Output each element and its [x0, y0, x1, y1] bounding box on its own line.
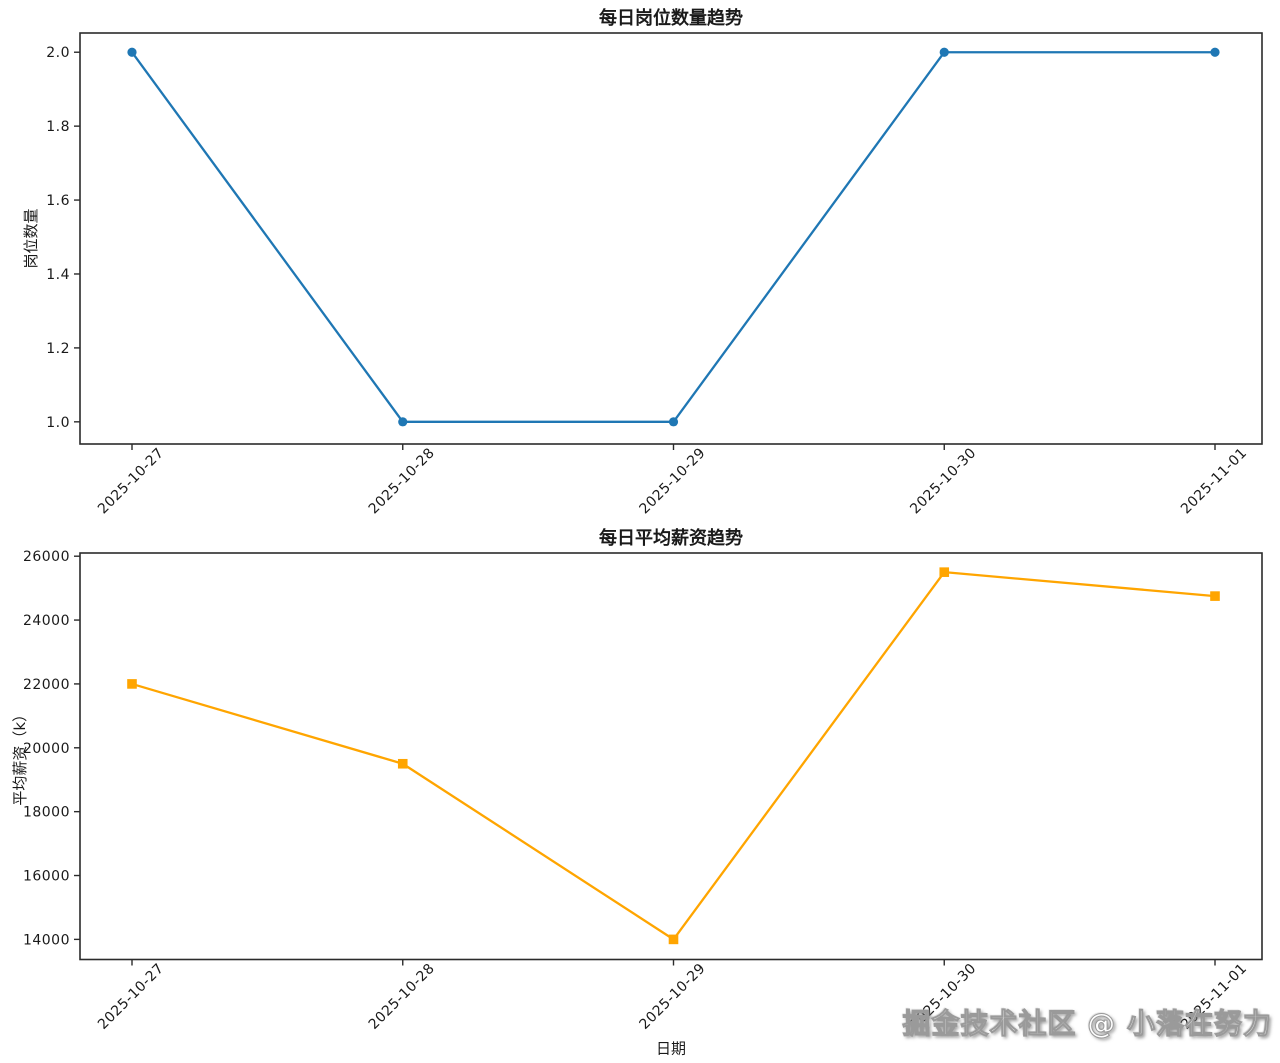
- y-tick-label: 18000: [23, 805, 70, 821]
- y-tick-label: 14000: [23, 932, 70, 948]
- y-tick-label: 16000: [23, 869, 70, 885]
- y-tick-label: 1.8: [46, 119, 70, 135]
- x-tick-label: 2025-11-01: [1178, 445, 1250, 517]
- y-tick-label: 1.0: [46, 415, 70, 431]
- y-tick-label: 22000: [23, 677, 70, 693]
- y-tick-label: 1.4: [46, 267, 70, 283]
- x-tick-label: 2025-10-29: [636, 960, 708, 1032]
- y-tick-label: 24000: [23, 613, 70, 629]
- y-axis-label: 平均薪资（k）: [11, 707, 29, 806]
- data-point-marker: [127, 679, 137, 689]
- data-point-marker: [939, 567, 950, 577]
- data-point-marker: [127, 47, 137, 57]
- data-point-marker: [668, 934, 679, 945]
- y-tick-label: 2.0: [46, 45, 70, 61]
- y-tick-label: 1.2: [46, 341, 70, 357]
- data-point-marker: [1210, 591, 1220, 601]
- y-tick-label: 26000: [23, 549, 70, 565]
- chart-title: 每日岗位数量趋势: [599, 7, 743, 29]
- x-tick-label: 2025-10-27: [95, 445, 167, 517]
- data-point-marker: [1210, 47, 1220, 57]
- plot-area: [79, 32, 1263, 445]
- data-point-marker: [397, 758, 408, 769]
- y-axis-label: 岗位数量: [22, 208, 40, 268]
- x-tick-label: 2025-10-27: [95, 960, 167, 1032]
- plot-area: [79, 552, 1263, 961]
- data-point-marker: [398, 417, 408, 427]
- y-tick-label: 20000: [23, 741, 70, 757]
- data-point-marker: [668, 417, 679, 427]
- watermark: 掘金技术社区 @ 小落在努力: [902, 1007, 1272, 1041]
- y-tick-label: 1.6: [46, 193, 70, 209]
- x-axis-label: 日期: [656, 1040, 686, 1058]
- x-tick-label: 2025-10-30: [907, 445, 979, 517]
- data-point-marker: [939, 47, 949, 57]
- x-tick-label: 2025-10-29: [636, 445, 708, 517]
- x-tick-label: 2025-10-28: [366, 445, 438, 517]
- x-tick-label: 2025-10-28: [366, 960, 438, 1032]
- chart-title: 每日平均薪资趋势: [599, 527, 743, 549]
